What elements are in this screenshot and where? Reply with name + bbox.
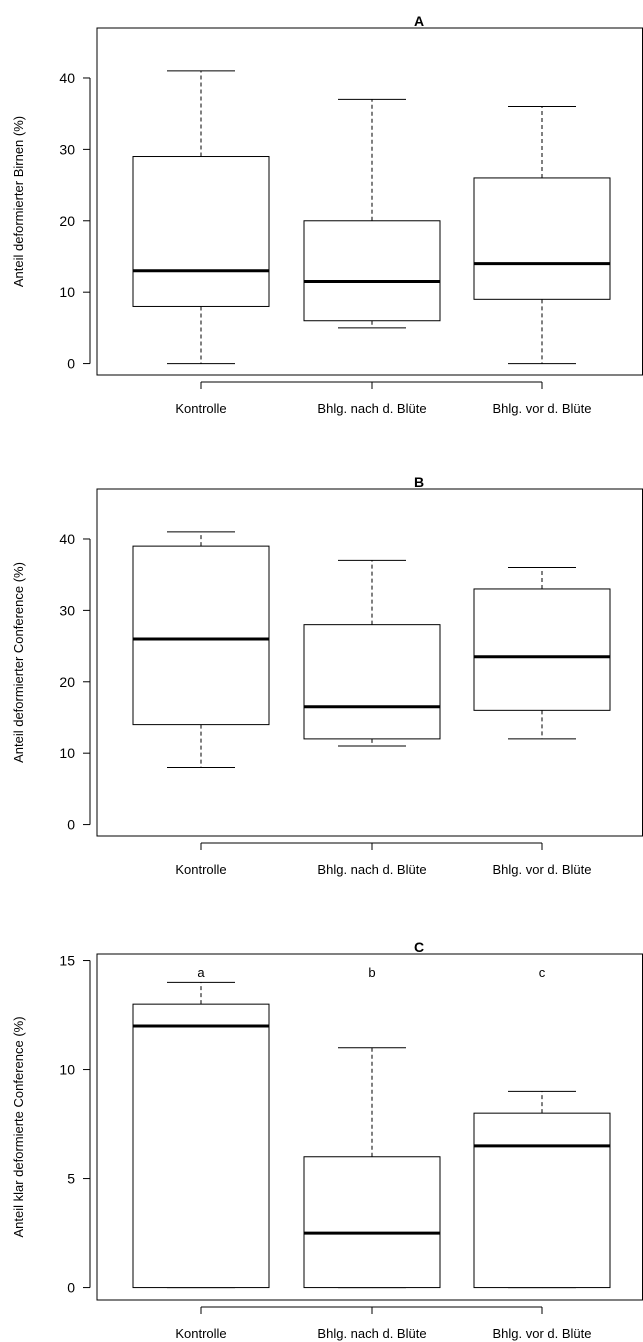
box-3 xyxy=(473,1090,611,1289)
box-2 xyxy=(303,559,441,747)
y-tick-label: 15 xyxy=(59,953,75,969)
box-3 xyxy=(473,106,611,365)
box-3 xyxy=(473,567,611,740)
y-tick-label: 5 xyxy=(67,1171,75,1187)
iqr-box xyxy=(132,1003,270,1289)
annotation-label: c xyxy=(539,965,546,980)
x-tick-label: Bhlg. vor d. Blüte xyxy=(493,401,592,416)
panel-title: B xyxy=(414,474,424,490)
x-tick-label: Bhlg. vor d. Blüte xyxy=(493,1326,592,1341)
y-tick-label: 30 xyxy=(59,602,75,618)
y-tick-label: 0 xyxy=(67,356,75,372)
y-tick-label: 40 xyxy=(59,70,75,86)
chart-panel-A: A 0 10 20 30 40 Anteil deformierter Birnen (%)… xyxy=(11,13,643,416)
box-1 xyxy=(132,981,270,1289)
iqr-box xyxy=(132,156,270,307)
y-axis-label: Anteil deformierter Birnen (%) xyxy=(11,116,26,287)
x-tick-label: Bhlg. nach d. Blüte xyxy=(317,401,426,416)
box-1 xyxy=(132,531,270,768)
iqr-box xyxy=(473,1112,611,1289)
panel-title: C xyxy=(414,939,424,955)
chart-panel-C: C 0 5 10 15 Anteil klar deformierte Conferenc… xyxy=(11,939,643,1341)
y-tick-label: 10 xyxy=(59,745,75,761)
y-tick-label: 40 xyxy=(59,531,75,547)
y-tick-label: 20 xyxy=(59,213,75,229)
y-tick-label: 30 xyxy=(59,141,75,157)
x-tick-label: Bhlg. vor d. Blüte xyxy=(493,862,592,877)
y-tick-label: 20 xyxy=(59,674,75,690)
x-tick-label: Bhlg. nach d. Blüte xyxy=(317,862,426,877)
iqr-box xyxy=(303,624,441,740)
y-tick-label: 10 xyxy=(59,1062,75,1078)
x-tick-label: Bhlg. nach d. Blüte xyxy=(317,1326,426,1341)
chart-panel-B: B 0 10 20 30 40 Anteil deformierter Conference… xyxy=(11,474,643,877)
box-2 xyxy=(303,98,441,329)
x-tick-label: Kontrolle xyxy=(175,862,226,877)
box-1 xyxy=(132,70,270,365)
annotation-label: a xyxy=(197,965,205,980)
y-axis-label: Anteil deformierter Conference (%) xyxy=(11,562,26,763)
y-tick-label: 0 xyxy=(67,817,75,833)
box-2 xyxy=(303,1047,441,1289)
y-tick-label: 10 xyxy=(59,284,75,300)
iqr-box xyxy=(132,545,270,726)
y-tick-label: 0 xyxy=(67,1280,75,1296)
iqr-box xyxy=(303,220,441,322)
panel-title: A xyxy=(414,13,424,29)
x-tick-label: Kontrolle xyxy=(175,401,226,416)
iqr-box xyxy=(473,588,611,711)
iqr-box xyxy=(303,1156,441,1289)
iqr-box xyxy=(473,177,611,300)
x-tick-label: Kontrolle xyxy=(175,1326,226,1341)
y-axis-label: Anteil klar deformierte Conference (%) xyxy=(11,1016,26,1237)
annotation-label: b xyxy=(368,965,375,980)
